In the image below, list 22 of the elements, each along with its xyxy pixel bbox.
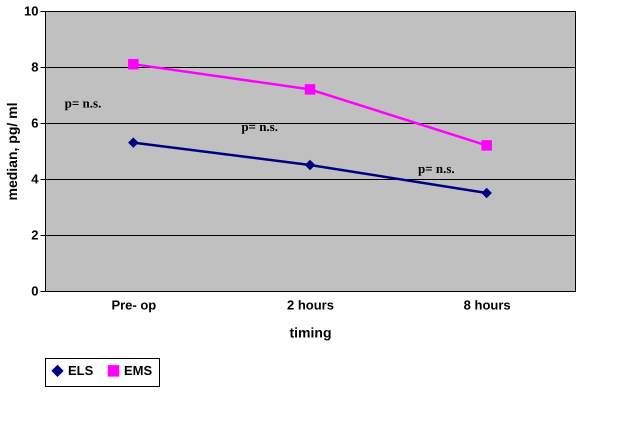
x-tick-label: 2 hours	[287, 298, 334, 312]
legend-label: EMS	[124, 362, 152, 378]
x-axis-title: timing	[290, 324, 332, 340]
annotation: p= n.s.	[241, 119, 278, 134]
point	[128, 58, 139, 70]
y-tick-label: 6	[31, 116, 38, 130]
y-axis-title: median, pg/ ml	[4, 102, 20, 201]
x-tick-label: Pre- op	[111, 298, 156, 312]
point	[304, 160, 316, 170]
y-tick-label: 4	[31, 172, 40, 186]
x-tick-label: 8 hours	[464, 298, 511, 312]
point	[481, 188, 492, 198]
annotation: p= n.s.	[64, 95, 102, 110]
point	[481, 140, 492, 151]
annotation: p= n.s.	[418, 161, 455, 176]
point	[128, 137, 139, 148]
y-tick-label: 0	[31, 284, 38, 298]
point	[304, 84, 316, 95]
y-tick-label: 2	[31, 228, 38, 242]
y-tick-label: 8	[31, 60, 38, 74]
legend-label: ELS	[68, 362, 94, 378]
y-tick-label: 10	[24, 4, 38, 18]
